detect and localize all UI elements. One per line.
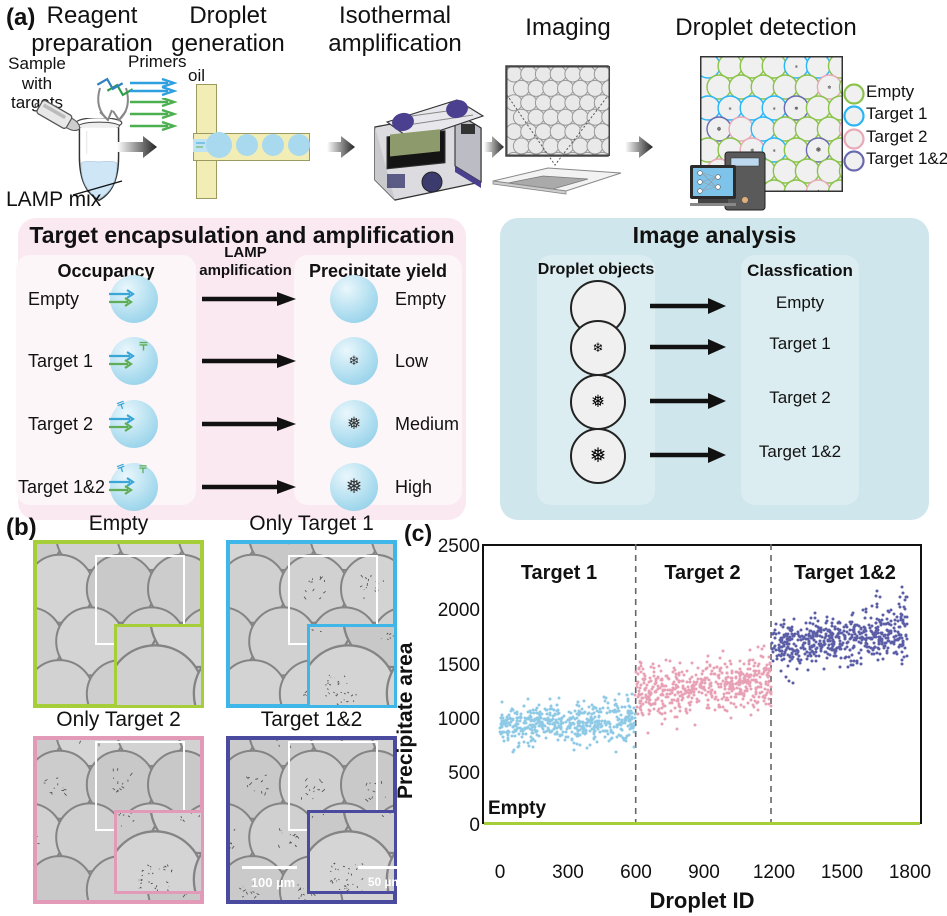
svg-text:❄: ❄ — [773, 106, 776, 111]
svg-text:❅: ❅ — [716, 126, 721, 133]
svg-text:❅: ❅ — [794, 106, 798, 112]
svg-text:❄: ❄ — [795, 64, 798, 69]
svg-text:❄: ❄ — [728, 106, 731, 111]
svg-text:❅: ❅ — [815, 146, 821, 154]
svg-text:❄: ❄ — [827, 85, 831, 91]
